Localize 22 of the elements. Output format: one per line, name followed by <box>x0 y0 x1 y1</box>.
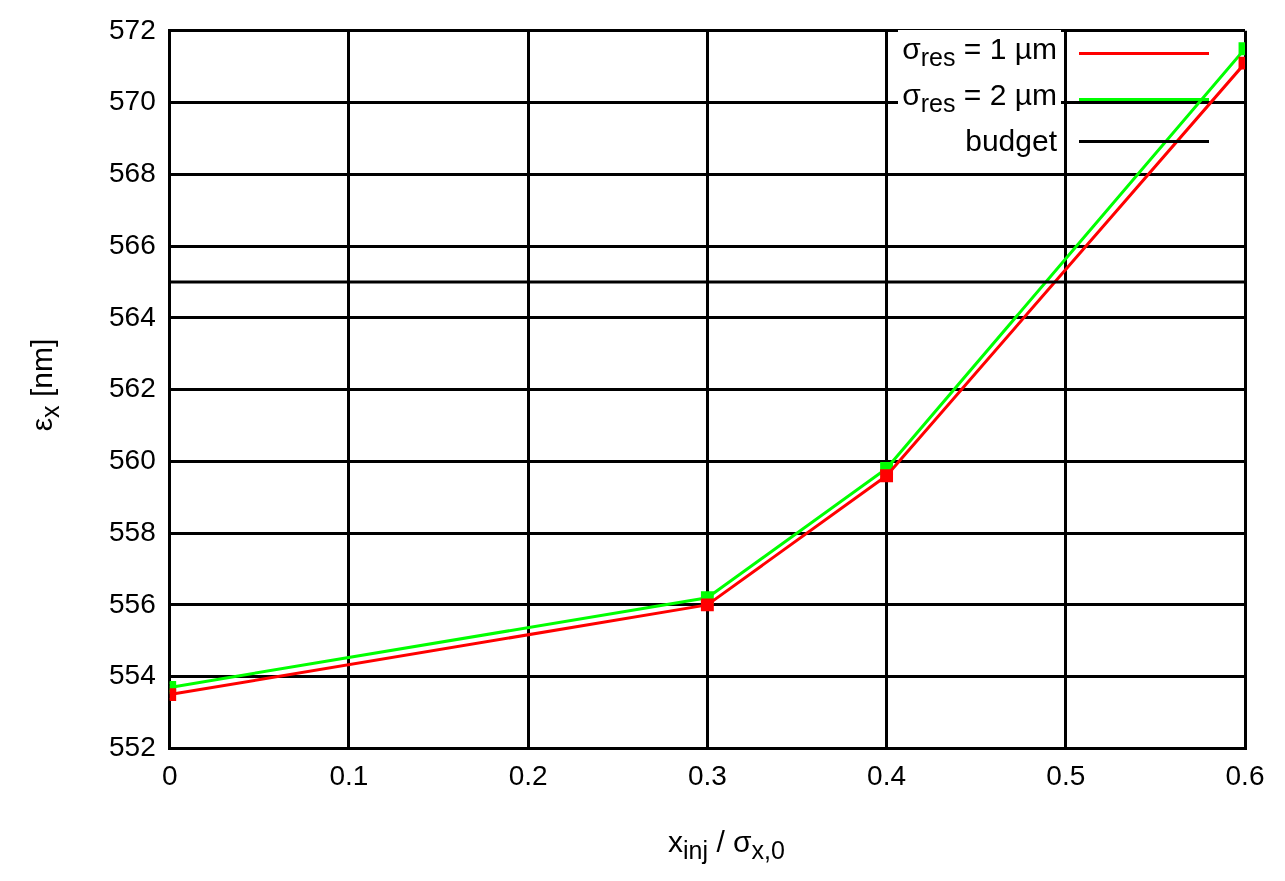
y-tick-label: 556 <box>109 587 156 619</box>
y-tick-label: 566 <box>109 228 156 260</box>
legend-label: budget <box>961 122 1061 160</box>
y-tick-label: 558 <box>109 515 156 547</box>
x-tick-label: 0.3 <box>687 759 727 791</box>
y-tick-label: 560 <box>109 444 156 476</box>
legend-label: σ$_{res}$ = 2 µm <box>898 76 1061 122</box>
y-tick-label: 568 <box>109 157 156 189</box>
legend-label: σ$_{res}$ = 1 µm <box>898 30 1061 76</box>
x-tick-label: 0.5 <box>1046 759 1086 791</box>
y-tick-label: 570 <box>109 85 156 117</box>
x-tick-label: 0.6 <box>1225 759 1265 791</box>
y-tick-label: 562 <box>109 372 156 404</box>
y-tick-label: 564 <box>109 300 156 332</box>
y-tick-label: 552 <box>109 731 156 763</box>
y-tick-label: 554 <box>109 659 156 691</box>
y-tick-label: 572 <box>109 13 156 45</box>
x-axis-title: x$_{inj}$ / σ$_{x,0}$ <box>667 825 786 865</box>
x-tick-label: 0.1 <box>329 759 369 791</box>
x-tick-label: 0.2 <box>508 759 548 791</box>
x-tick-label: 0.4 <box>867 759 907 791</box>
x-tick-label: 0 <box>161 759 178 791</box>
